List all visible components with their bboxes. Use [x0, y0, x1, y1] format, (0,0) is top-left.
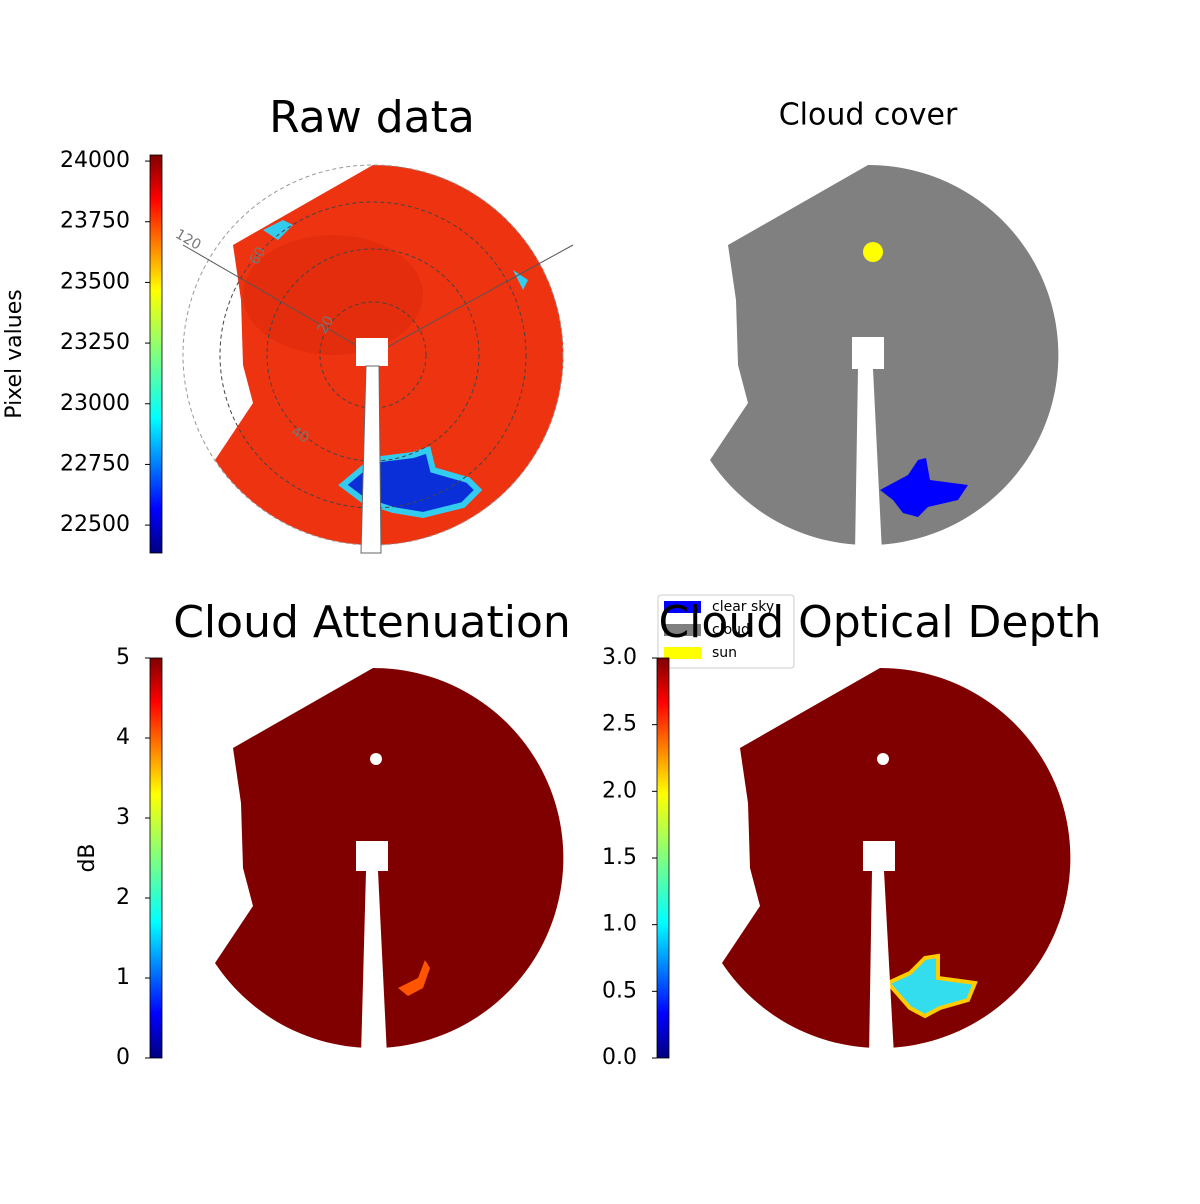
- colorbar-tick-label: 3: [116, 805, 130, 830]
- colorbar-label: dB: [75, 843, 100, 872]
- colorbar-tick-label: 23250: [60, 330, 130, 355]
- colorbar-tick-label: 23500: [60, 269, 130, 294]
- panel-title: Cloud Attenuation: [173, 597, 571, 648]
- colorbar-tick-label: 0.0: [602, 1045, 637, 1070]
- panel-title: Raw data: [269, 92, 475, 143]
- colorbar-tick-label: 3.0: [602, 645, 637, 670]
- legend-label: cloud: [712, 622, 750, 638]
- colorbar-tick-label: 1.5: [602, 845, 637, 870]
- colorbar-tick-label: 1: [116, 965, 130, 990]
- polar-label: 60: [247, 244, 270, 267]
- panel-title: Cloud cover: [779, 98, 958, 133]
- raw-image: [182, 164, 574, 554]
- legend-label: sun: [712, 645, 737, 661]
- attenuation-image: [215, 667, 564, 1056]
- panel-title: Cloud Optical Depth: [658, 597, 1101, 648]
- legend-swatch: [664, 601, 701, 613]
- colorbar-tick-label: 2: [116, 885, 130, 910]
- colorbar-tick-label: 2.5: [602, 712, 637, 737]
- colorbar-tick-label: 22750: [60, 451, 130, 476]
- polar-label: 40: [288, 424, 311, 447]
- colorbar: [149, 657, 163, 1059]
- colorbar-tick-label: 1.0: [602, 912, 637, 937]
- colorbar-tick-label: 0.5: [602, 978, 637, 1003]
- colorbar-tick-label: 0: [116, 1045, 130, 1070]
- colorbar-tick-label: 4: [116, 725, 130, 750]
- optical-depth-image: [722, 667, 1071, 1056]
- cloud-cover-image: [710, 164, 1059, 553]
- legend-swatch: [664, 647, 701, 659]
- polar-label: 20: [315, 313, 338, 336]
- colorbar-tick-label: 24000: [60, 148, 130, 173]
- legend-label: clear sky: [712, 599, 774, 615]
- colorbar-label: Pixel values: [2, 289, 27, 418]
- colorbar-tick-label: 22500: [60, 512, 130, 537]
- colorbar: [656, 657, 670, 1059]
- polar-label: 120: [172, 226, 203, 253]
- colorbar: [149, 154, 163, 554]
- colorbar-tick-label: 23000: [60, 391, 130, 416]
- colorbar-tick-label: 5: [116, 645, 130, 670]
- colorbar-tick-label: 2.0: [602, 778, 637, 803]
- legend-swatch: [664, 624, 701, 636]
- colorbar-tick-label: 23750: [60, 209, 130, 234]
